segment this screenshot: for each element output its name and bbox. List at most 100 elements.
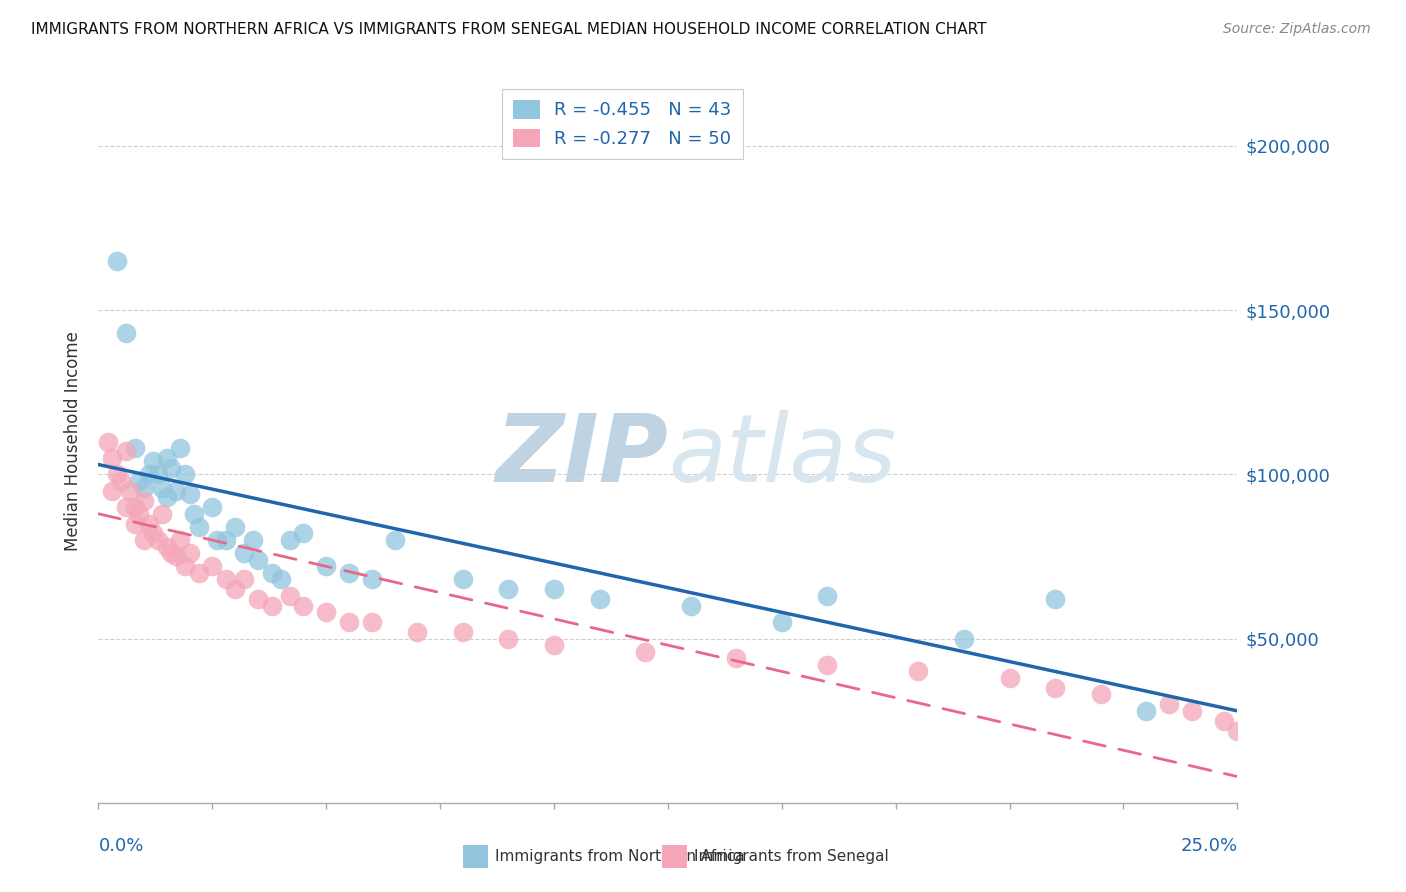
Point — [260, 566, 283, 580]
Point — [169, 441, 191, 455]
Point — [1135, 704, 1157, 718]
FancyBboxPatch shape — [463, 845, 488, 868]
Point — [132, 533, 155, 547]
Text: Immigrants from Northern Africa: Immigrants from Northern Africa — [495, 849, 744, 863]
Point — [1043, 681, 1066, 695]
Point — [183, 507, 205, 521]
Point — [270, 573, 292, 587]
Point — [138, 467, 160, 482]
Point — [679, 599, 702, 613]
Point — [156, 491, 179, 505]
Point — [815, 589, 838, 603]
Point — [142, 526, 165, 541]
Point — [179, 487, 201, 501]
Point — [132, 493, 155, 508]
Text: IMMIGRANTS FROM NORTHERN AFRICA VS IMMIGRANTS FROM SENEGAL MEDIAN HOUSEHOLD INCO: IMMIGRANTS FROM NORTHERN AFRICA VS IMMIG… — [31, 22, 987, 37]
Point — [315, 559, 337, 574]
Point — [160, 546, 183, 560]
Point — [292, 526, 315, 541]
Point — [120, 483, 142, 498]
Point — [105, 253, 128, 268]
Point — [165, 483, 187, 498]
Point — [146, 467, 169, 482]
Point — [815, 657, 838, 672]
Y-axis label: Median Household Income: Median Household Income — [65, 332, 83, 551]
Point — [224, 582, 246, 597]
Point — [150, 507, 173, 521]
Point — [278, 589, 301, 603]
Point — [770, 615, 793, 630]
Point — [384, 533, 406, 547]
Point — [1226, 723, 1249, 738]
Point — [169, 533, 191, 547]
Point — [337, 566, 360, 580]
Text: ZIP: ZIP — [495, 410, 668, 502]
Point — [907, 665, 929, 679]
Point — [215, 533, 238, 547]
Point — [1157, 698, 1180, 712]
Point — [278, 533, 301, 547]
Point — [179, 546, 201, 560]
Point — [114, 444, 136, 458]
FancyBboxPatch shape — [662, 845, 688, 868]
Point — [132, 481, 155, 495]
Point — [260, 599, 283, 613]
Point — [101, 483, 124, 498]
Point — [1181, 704, 1204, 718]
Point — [201, 559, 224, 574]
Point — [588, 592, 610, 607]
Point — [498, 582, 520, 597]
Point — [451, 625, 474, 640]
Point — [451, 573, 474, 587]
Text: atlas: atlas — [668, 410, 896, 501]
Point — [1043, 592, 1066, 607]
Point — [114, 326, 136, 341]
Point — [138, 516, 160, 531]
Point — [124, 500, 146, 515]
Point — [128, 474, 150, 488]
Point — [246, 553, 269, 567]
Point — [246, 592, 269, 607]
Point — [105, 467, 128, 482]
Legend: R = -0.455   N = 43, R = -0.277   N = 50: R = -0.455 N = 43, R = -0.277 N = 50 — [502, 89, 742, 159]
Point — [1090, 687, 1112, 701]
Text: 25.0%: 25.0% — [1180, 838, 1237, 855]
Point — [215, 573, 238, 587]
Point — [160, 460, 183, 475]
Point — [101, 450, 124, 465]
Point — [498, 632, 520, 646]
Point — [543, 638, 565, 652]
Point — [953, 632, 976, 646]
Text: Source: ZipAtlas.com: Source: ZipAtlas.com — [1223, 22, 1371, 37]
Point — [156, 540, 179, 554]
Point — [142, 454, 165, 468]
Point — [128, 507, 150, 521]
Point — [406, 625, 429, 640]
Point — [165, 549, 187, 564]
Point — [114, 500, 136, 515]
Point — [360, 615, 382, 630]
Point — [292, 599, 315, 613]
Point — [124, 516, 146, 531]
Point — [634, 645, 657, 659]
Point — [174, 467, 197, 482]
Point — [543, 582, 565, 597]
Point — [998, 671, 1021, 685]
Text: Immigrants from Senegal: Immigrants from Senegal — [695, 849, 889, 863]
Point — [1212, 714, 1234, 728]
Point — [124, 441, 146, 455]
Point — [315, 605, 337, 619]
Point — [205, 533, 228, 547]
Point — [187, 566, 209, 580]
Point — [150, 481, 173, 495]
Point — [233, 573, 256, 587]
Point — [156, 450, 179, 465]
Point — [110, 474, 132, 488]
Point — [224, 520, 246, 534]
Point — [360, 573, 382, 587]
Text: 0.0%: 0.0% — [98, 838, 143, 855]
Point — [146, 533, 169, 547]
Point — [187, 520, 209, 534]
Point — [337, 615, 360, 630]
Point — [242, 533, 264, 547]
